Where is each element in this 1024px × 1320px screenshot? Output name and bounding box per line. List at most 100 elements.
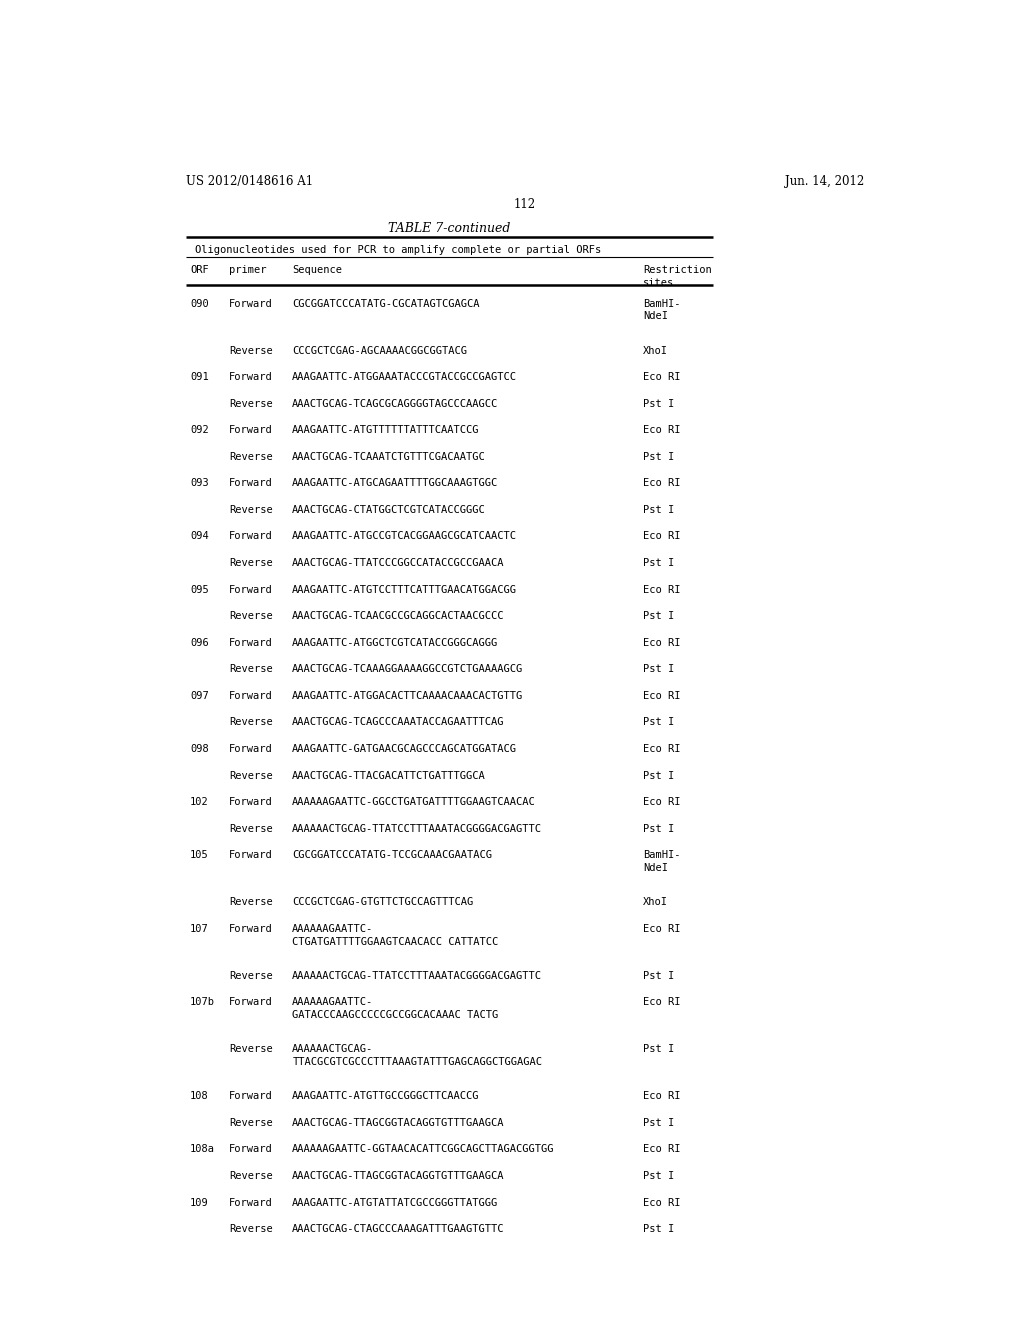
Text: AAAGAATTC-ATGGCTCGTCATACCGGGCAGGG: AAAGAATTC-ATGGCTCGTCATACCGGGCAGGG [292, 638, 499, 648]
Text: Jun. 14, 2012: Jun. 14, 2012 [785, 176, 864, 189]
Text: Forward: Forward [228, 1197, 272, 1208]
Text: AAAGAATTC-ATGCCGTCACGGAAGCGCATCAACTC: AAAGAATTC-ATGCCGTCACGGAAGCGCATCAACTC [292, 532, 517, 541]
Text: Eco RI: Eco RI [643, 638, 681, 648]
Text: Reverse: Reverse [228, 1118, 272, 1127]
Text: Pst I: Pst I [643, 1118, 675, 1127]
Text: Pst I: Pst I [643, 1171, 675, 1181]
Text: AAAAAAGAATTC-
CTGATGATTTTGGAAGTCAACACC CATTATCC: AAAAAAGAATTC- CTGATGATTTTGGAAGTCAACACC C… [292, 924, 499, 946]
Text: Pst I: Pst I [643, 824, 675, 834]
Text: AAAAAACTGCAG-TTATCCTTTAAATACGGGGACGAGTTC: AAAAAACTGCAG-TTATCCTTTAAATACGGGGACGAGTTC [292, 970, 543, 981]
Text: Forward: Forward [228, 690, 272, 701]
Text: Reverse: Reverse [228, 1044, 272, 1055]
Text: Pst I: Pst I [643, 1044, 675, 1055]
Text: Eco RI: Eco RI [643, 797, 681, 807]
Text: 112: 112 [514, 198, 536, 211]
Text: ORF: ORF [190, 264, 209, 275]
Text: AAACTGCAG-CTATGGCTCGTCATACCGGGC: AAACTGCAG-CTATGGCTCGTCATACCGGGC [292, 506, 486, 515]
Text: Eco RI: Eco RI [643, 998, 681, 1007]
Text: 094: 094 [190, 532, 209, 541]
Text: Reverse: Reverse [228, 1224, 272, 1234]
Text: AAAGAATTC-ATGTATTATCGCCGGGTTATGGG: AAAGAATTC-ATGTATTATCGCCGGGTTATGGG [292, 1197, 499, 1208]
Text: AAAAAACTGCAG-
TTACGCGTCGCCCTTTAAAGTATTTGAGCAGGCTGGAGAC: AAAAAACTGCAG- TTACGCGTCGCCCTTTAAAGTATTTG… [292, 1044, 543, 1067]
Text: Forward: Forward [228, 585, 272, 594]
Text: Forward: Forward [228, 298, 272, 309]
Text: Eco RI: Eco RI [643, 425, 681, 436]
Text: AAACTGCAG-TCAAATCTGTTTCGACAATGC: AAACTGCAG-TCAAATCTGTTTCGACAATGC [292, 451, 486, 462]
Text: Pst I: Pst I [643, 970, 675, 981]
Text: 108: 108 [190, 1092, 209, 1101]
Text: CGCGGATCCCATATG-TCCGCAAACGAATACG: CGCGGATCCCATATG-TCCGCAAACGAATACG [292, 850, 493, 861]
Text: 098: 098 [190, 744, 209, 754]
Text: Eco RI: Eco RI [643, 1144, 681, 1155]
Text: Pst I: Pst I [643, 664, 675, 675]
Text: XhoI: XhoI [643, 898, 669, 907]
Text: Pst I: Pst I [643, 506, 675, 515]
Text: Forward: Forward [228, 744, 272, 754]
Text: CCCGCTCGAG-GTGTTCTGCCAGTTTCAG: CCCGCTCGAG-GTGTTCTGCCAGTTTCAG [292, 898, 473, 907]
Text: Reverse: Reverse [228, 611, 272, 622]
Text: BamHI-
NdeI: BamHI- NdeI [643, 298, 681, 321]
Text: Reverse: Reverse [228, 771, 272, 780]
Text: Sequence: Sequence [292, 264, 342, 275]
Text: Restriction
sites: Restriction sites [643, 264, 712, 288]
Text: Forward: Forward [228, 1144, 272, 1155]
Text: AAACTGCAG-TCAACGCCGCAGGCACTAACGCCC: AAACTGCAG-TCAACGCCGCAGGCACTAACGCCC [292, 611, 505, 622]
Text: Eco RI: Eco RI [643, 1092, 681, 1101]
Text: AAAAAAGAATTC-GGCCTGATGATTTTGGAAGTCAACAC: AAAAAAGAATTC-GGCCTGATGATTTTGGAAGTCAACAC [292, 797, 536, 807]
Text: Eco RI: Eco RI [643, 532, 681, 541]
Text: Reverse: Reverse [228, 824, 272, 834]
Text: Eco RI: Eco RI [643, 585, 681, 594]
Text: AAACTGCAG-TTAGCGGTACAGGTGTTTGAAGCA: AAACTGCAG-TTAGCGGTACAGGTGTTTGAAGCA [292, 1171, 505, 1181]
Text: 105: 105 [190, 850, 209, 861]
Text: 093: 093 [190, 478, 209, 488]
Text: Eco RI: Eco RI [643, 924, 681, 933]
Text: Reverse: Reverse [228, 506, 272, 515]
Text: US 2012/0148616 A1: US 2012/0148616 A1 [186, 176, 313, 189]
Text: Eco RI: Eco RI [643, 744, 681, 754]
Text: 107: 107 [190, 924, 209, 933]
Text: AAAGAATTC-GATGAACGCAGCCCAGCATGGATACG: AAAGAATTC-GATGAACGCAGCCCAGCATGGATACG [292, 744, 517, 754]
Text: TABLE 7-continued: TABLE 7-continued [388, 222, 511, 235]
Text: AAACTGCAG-TCAGCGCAGGGGTAGCCCAAGCC: AAACTGCAG-TCAGCGCAGGGGTAGCCCAAGCC [292, 399, 499, 409]
Text: AAAGAATTC-ATGTCCTTTCATTTGAACATGGACGG: AAAGAATTC-ATGTCCTTTCATTTGAACATGGACGG [292, 585, 517, 594]
Text: AAACTGCAG-TTACGACATTCTGATTTGGCA: AAACTGCAG-TTACGACATTCTGATTTGGCA [292, 771, 486, 780]
Text: AAAAAAGAATTC-
GATACCCAAGCCCCCGCCGGCACAAAC TACTG: AAAAAAGAATTC- GATACCCAAGCCCCCGCCGGCACAAA… [292, 998, 499, 1020]
Text: BamHI-
NdeI: BamHI- NdeI [643, 850, 681, 873]
Text: 107b: 107b [190, 998, 215, 1007]
Text: Forward: Forward [228, 478, 272, 488]
Text: Reverse: Reverse [228, 1171, 272, 1181]
Text: Forward: Forward [228, 998, 272, 1007]
Text: Forward: Forward [228, 372, 272, 381]
Text: Forward: Forward [228, 638, 272, 648]
Text: 096: 096 [190, 638, 209, 648]
Text: Pst I: Pst I [643, 399, 675, 409]
Text: AAACTGCAG-TCAGCCCAAATACCAGAATTTCAG: AAACTGCAG-TCAGCCCAAATACCAGAATTTCAG [292, 718, 505, 727]
Text: Reverse: Reverse [228, 451, 272, 462]
Text: Pst I: Pst I [643, 1224, 675, 1234]
Text: 095: 095 [190, 585, 209, 594]
Text: 097: 097 [190, 690, 209, 701]
Text: Forward: Forward [228, 1092, 272, 1101]
Text: 109: 109 [190, 1197, 209, 1208]
Text: Pst I: Pst I [643, 718, 675, 727]
Text: Eco RI: Eco RI [643, 372, 681, 381]
Text: AAAAAAGAATTC-GGTAACACATTCGGCAGCTTAGACGGTGG: AAAAAAGAATTC-GGTAACACATTCGGCAGCTTAGACGGT… [292, 1144, 555, 1155]
Text: 091: 091 [190, 372, 209, 381]
Text: Forward: Forward [228, 797, 272, 807]
Text: CGCGGATCCCATATG-CGCATAGTCGAGCA: CGCGGATCCCATATG-CGCATAGTCGAGCA [292, 298, 480, 309]
Text: AAAGAATTC-ATGTTGCCGGGCTTCAACCG: AAAGAATTC-ATGTTGCCGGGCTTCAACCG [292, 1092, 480, 1101]
Text: Eco RI: Eco RI [643, 478, 681, 488]
Text: Eco RI: Eco RI [643, 690, 681, 701]
Text: 108a: 108a [190, 1144, 215, 1155]
Text: Oligonucleotides used for PCR to amplify complete or partial ORFs: Oligonucleotides used for PCR to amplify… [196, 246, 602, 255]
Text: Pst I: Pst I [643, 558, 675, 568]
Text: Pst I: Pst I [643, 611, 675, 622]
Text: Reverse: Reverse [228, 718, 272, 727]
Text: AAAGAATTC-ATGCAGAATTTTGGCAAAGTGGC: AAAGAATTC-ATGCAGAATTTTGGCAAAGTGGC [292, 478, 499, 488]
Text: Forward: Forward [228, 532, 272, 541]
Text: AAACTGCAG-TTATCCCGGCCATACCGCCGAACA: AAACTGCAG-TTATCCCGGCCATACCGCCGAACA [292, 558, 505, 568]
Text: 092: 092 [190, 425, 209, 436]
Text: Pst I: Pst I [643, 771, 675, 780]
Text: AAACTGCAG-TTAGCGGTACAGGTGTTTGAAGCA: AAACTGCAG-TTAGCGGTACAGGTGTTTGAAGCA [292, 1118, 505, 1127]
Text: AAAGAATTC-ATGGACACTTCAAAACAAACACTGTTG: AAAGAATTC-ATGGACACTTCAAAACAAACACTGTTG [292, 690, 523, 701]
